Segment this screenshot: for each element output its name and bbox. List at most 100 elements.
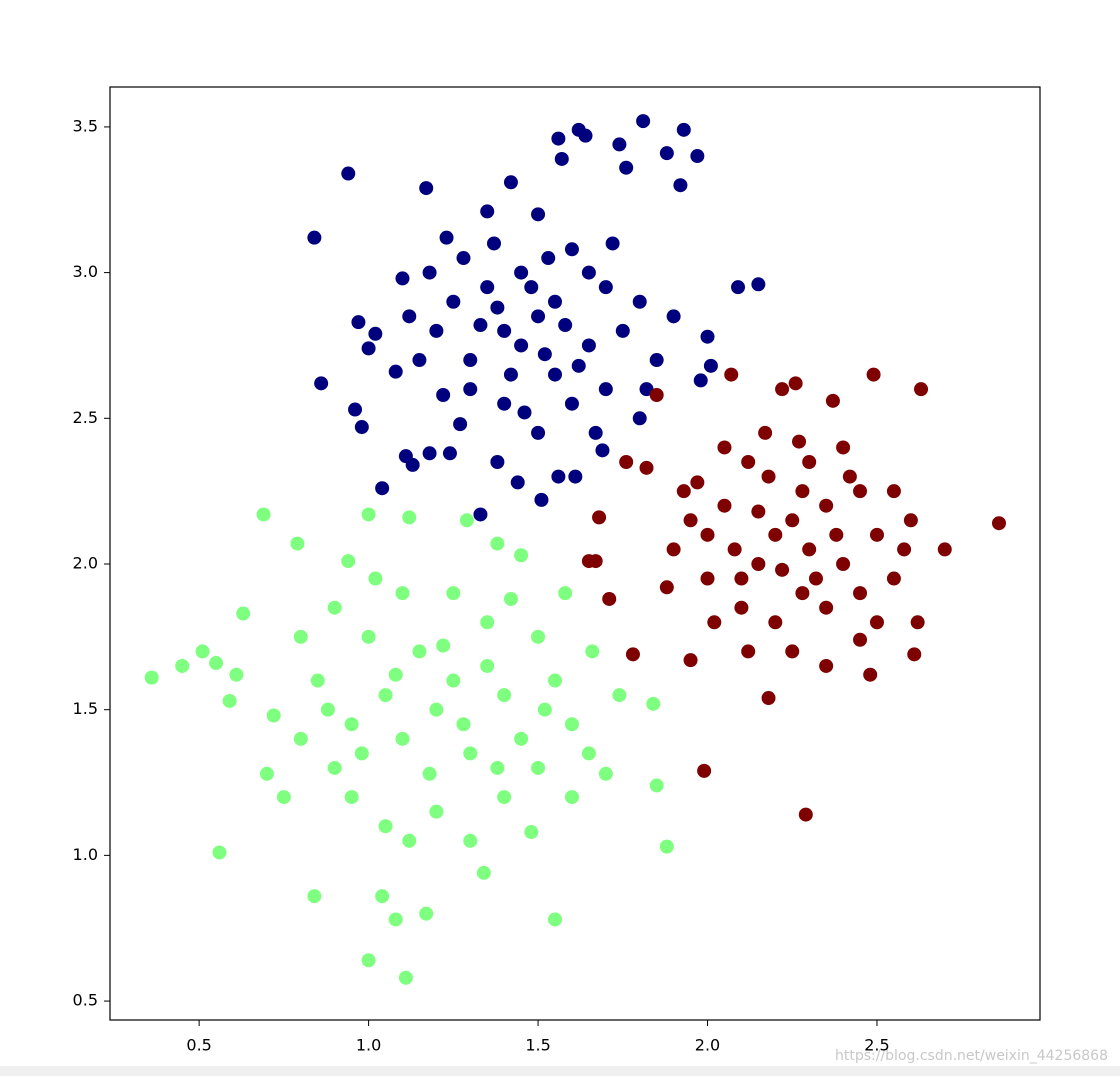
point <box>446 294 461 309</box>
point <box>819 658 834 673</box>
point <box>588 425 603 440</box>
y-tick-label: 3.5 <box>73 116 98 135</box>
point <box>212 845 227 860</box>
point <box>175 658 190 673</box>
point <box>514 731 529 746</box>
point <box>490 760 505 775</box>
point <box>775 382 790 397</box>
point <box>731 280 746 295</box>
point <box>276 790 291 805</box>
point <box>649 353 664 368</box>
point <box>785 644 800 659</box>
point <box>571 358 586 373</box>
point <box>564 717 579 732</box>
point <box>548 673 563 688</box>
point <box>581 338 596 353</box>
point <box>429 804 444 819</box>
point <box>463 382 478 397</box>
point <box>398 970 413 985</box>
point <box>398 449 413 464</box>
point <box>693 373 708 388</box>
point <box>598 766 613 781</box>
point <box>568 469 583 484</box>
point <box>456 717 471 732</box>
point <box>534 492 549 507</box>
point <box>636 114 651 129</box>
point <box>344 717 359 732</box>
point <box>869 527 884 542</box>
point <box>676 122 691 137</box>
x-tick-label: 0.5 <box>186 1036 211 1055</box>
point <box>236 606 251 621</box>
point <box>422 446 437 461</box>
point <box>768 527 783 542</box>
point <box>541 251 556 266</box>
point <box>819 498 834 513</box>
point <box>497 688 512 703</box>
point <box>639 460 654 475</box>
point <box>785 513 800 528</box>
point <box>703 358 718 373</box>
point <box>853 632 868 647</box>
point <box>581 265 596 280</box>
point <box>836 556 851 571</box>
point <box>402 510 417 525</box>
point <box>361 507 376 522</box>
point <box>327 600 342 615</box>
point <box>473 318 488 333</box>
point <box>798 807 813 822</box>
point <box>825 393 840 408</box>
point <box>866 367 881 382</box>
point <box>517 405 532 420</box>
point <box>456 251 471 266</box>
plot-frame <box>109 86 1041 1021</box>
point <box>673 178 688 193</box>
point <box>537 702 552 717</box>
point <box>802 455 817 470</box>
point <box>558 586 573 601</box>
point <box>361 629 376 644</box>
x-tick-label: 2.5 <box>864 1036 889 1055</box>
point <box>463 353 478 368</box>
point <box>422 766 437 781</box>
point <box>395 731 410 746</box>
point <box>514 338 529 353</box>
point <box>910 615 925 630</box>
point <box>412 644 427 659</box>
point <box>290 536 305 551</box>
point <box>368 326 383 341</box>
point <box>554 151 569 166</box>
point <box>307 230 322 245</box>
watermark: https://blog.csdn.net/weixin_44256868 <box>835 1048 1108 1064</box>
point <box>222 693 237 708</box>
y-tick-label: 3.0 <box>73 262 98 281</box>
point <box>537 347 552 362</box>
point <box>690 149 705 164</box>
point <box>497 323 512 338</box>
point <box>632 411 647 426</box>
point <box>907 647 922 662</box>
point <box>429 323 444 338</box>
point <box>402 833 417 848</box>
point <box>724 367 739 382</box>
point <box>615 323 630 338</box>
point <box>564 396 579 411</box>
point <box>666 309 681 324</box>
point <box>419 181 434 196</box>
point <box>991 516 1006 531</box>
point <box>266 708 281 723</box>
point <box>531 425 546 440</box>
point <box>503 591 518 606</box>
point <box>548 912 563 927</box>
point <box>480 615 495 630</box>
point <box>842 469 857 484</box>
point <box>351 315 366 330</box>
point <box>625 647 640 662</box>
point <box>683 513 698 528</box>
point <box>649 387 664 402</box>
y-tick-label: 1.0 <box>73 845 98 864</box>
point <box>612 688 627 703</box>
point <box>897 542 912 557</box>
point <box>734 571 749 586</box>
point <box>419 906 434 921</box>
